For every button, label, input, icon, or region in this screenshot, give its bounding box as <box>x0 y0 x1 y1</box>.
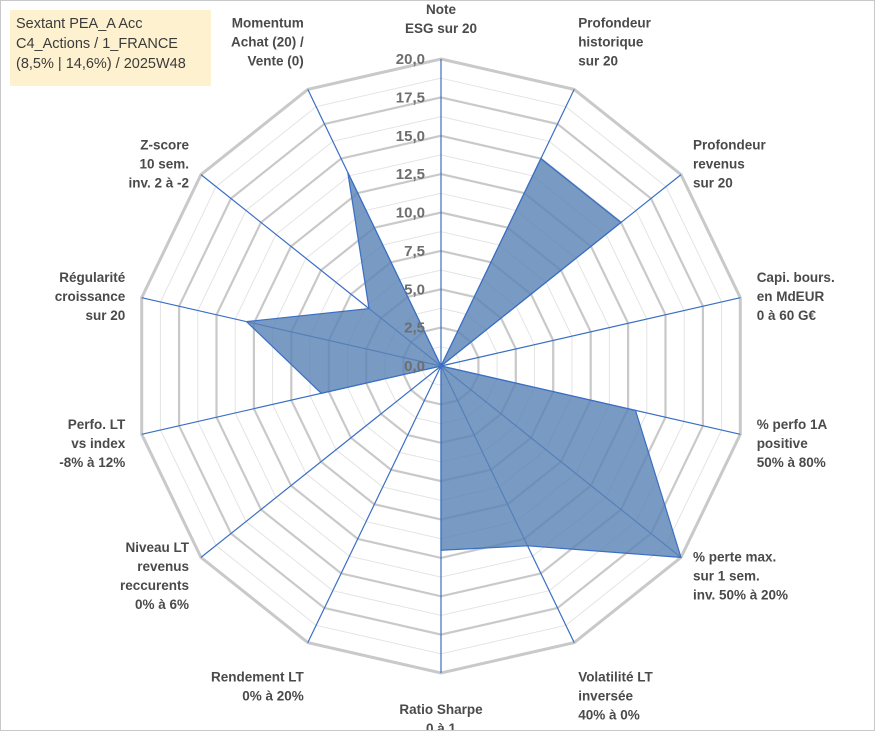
axis-label-line: Ratio Sharpe <box>399 702 483 717</box>
axis-label: Note ESG sur 20 <box>405 2 477 36</box>
axis-label-line: 0 à 60 G€ <box>757 308 817 323</box>
axis-label-line: Profondeur <box>693 138 766 153</box>
axis-label-line: reccurents <box>120 578 189 593</box>
axis-label: Niveau LT revenus reccurents 0% à 6% <box>120 540 190 612</box>
axis-label-line: Vente (0) <box>248 54 304 69</box>
chart-title-box: Sextant PEA_A Acc C4_Actions / 1_FRANCE … <box>10 10 211 86</box>
axis-label-line: sur 1 sem. <box>693 568 760 583</box>
axis-label-line: inversée <box>578 688 633 703</box>
tick-label: 5,0 <box>404 281 425 298</box>
axis-label-line: % perte max. <box>693 549 776 564</box>
axis-label-line: positive <box>757 436 809 451</box>
tick-label: 10,0 <box>396 205 425 222</box>
axis-label: Rendement LT 0% à 20% <box>211 669 305 703</box>
axis-spoke <box>307 365 442 643</box>
axis-spoke <box>440 297 741 367</box>
axis-label-line: revenus <box>137 559 189 574</box>
axis-label-line: 0% à 6% <box>135 597 189 612</box>
axis-label: % perfo 1A positive 50% à 80% <box>757 417 828 470</box>
axis-label-line: % perfo 1A <box>757 417 828 432</box>
axis-label-line: 40% à 0% <box>578 707 640 722</box>
axis-label-line: sur 20 <box>578 54 618 69</box>
axis-label-line: Régularité <box>59 270 126 285</box>
axis-label: Régularité croissance sur 20 <box>55 270 126 323</box>
fund-category: C4_Actions / 1_FRANCE <box>16 36 178 52</box>
axis-spoke <box>200 365 442 558</box>
axis-label: Capi. bours. en MdEUR 0 à 60 G€ <box>757 270 835 323</box>
axis-label: Profondeur revenus sur 20 <box>693 138 766 191</box>
axis-label-line: 0% à 20% <box>242 688 304 703</box>
fund-name: Sextant PEA_A Acc <box>16 16 143 32</box>
axis-label-line: 50% à 80% <box>757 455 826 470</box>
axis-label: Momentum Achat (20) / Vente (0) <box>231 16 304 69</box>
axis-label: Ratio Sharpe 0 à 1 <box>399 702 483 730</box>
axis-label-line: inv. 50% à 20% <box>693 587 788 602</box>
axis-label: Z-score 10 sem. inv. 2 à -2 <box>128 138 189 191</box>
axis-label-line: Capi. bours. <box>757 270 835 285</box>
axis-label-line: vs index <box>71 436 126 451</box>
tick-label: 17,5 <box>396 89 425 106</box>
axis-label-line: revenus <box>693 157 745 172</box>
axis-label-line: sur 20 <box>86 308 126 323</box>
axis-label-line: -8% à 12% <box>59 455 125 470</box>
axis-label: Perfo. LT vs index -8% à 12% <box>59 417 126 470</box>
axis-label-line: ESG sur 20 <box>405 21 477 36</box>
axis-label: Volatilité LT inversée 40% à 0% <box>578 669 653 722</box>
axis-label-line: Achat (20) / <box>231 35 304 50</box>
axis-label-line: croissance <box>55 289 126 304</box>
tick-label: 20,0 <box>396 51 425 68</box>
axis-label-line: en MdEUR <box>757 289 825 304</box>
tick-label: 2,5 <box>404 320 425 337</box>
axis-label-line: Z-score <box>140 138 189 153</box>
series-area <box>245 157 682 559</box>
axis-label-line: historique <box>578 35 644 50</box>
fund-stats: (8,5% | 14,6%) / 2025W48 <box>16 56 186 72</box>
tick-label: 12,5 <box>396 166 425 183</box>
axis-label-line: 0 à 1 <box>426 721 457 730</box>
axis-label-line: Momentum <box>232 16 304 31</box>
axis-label-line: inv. 2 à -2 <box>128 176 189 191</box>
axis-label-line: Profondeur <box>578 16 651 31</box>
axis-label: % perte max. sur 1 sem. inv. 50% à 20% <box>693 549 788 602</box>
axis-label-line: sur 20 <box>693 176 733 191</box>
axis-label-line: Note <box>426 2 456 17</box>
axis-label-line: 10 sem. <box>139 157 189 172</box>
axis-label: Profondeur historique sur 20 <box>578 16 651 69</box>
axis-label-line: Rendement LT <box>211 669 305 684</box>
axis-label-line: Niveau LT <box>125 540 189 555</box>
tick-label: 0,0 <box>404 358 425 375</box>
axis-label-line: Volatilité LT <box>578 669 653 684</box>
axis-label-line: Perfo. LT <box>68 417 126 432</box>
tick-label: 15,0 <box>396 128 425 145</box>
tick-label: 7,5 <box>404 243 425 260</box>
